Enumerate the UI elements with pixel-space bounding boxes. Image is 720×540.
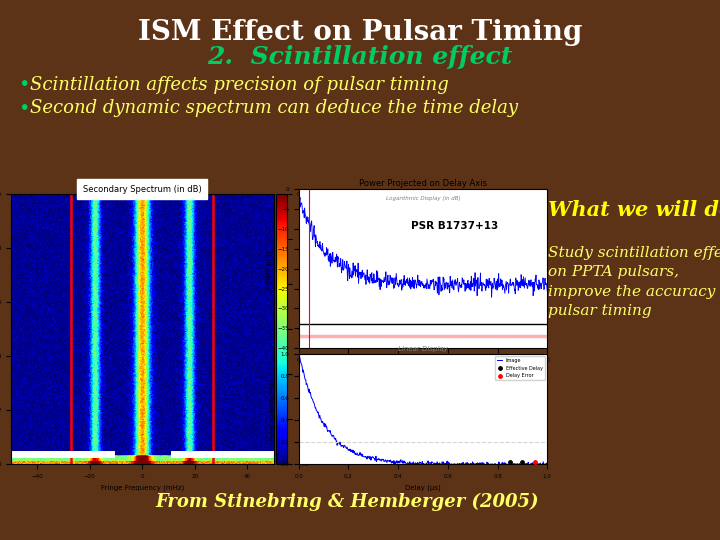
X-axis label: Delay (μs): Delay (μs) — [405, 369, 441, 375]
Image — [429, 460, 438, 467]
Image — [537, 461, 546, 468]
Image — [443, 461, 451, 468]
Line: Image: Image — [299, 354, 547, 464]
Text: •: • — [18, 76, 30, 94]
Image — [413, 461, 422, 467]
Text: From Stinebring & Hemberger (2005): From Stinebring & Hemberger (2005) — [155, 493, 539, 511]
Image — [294, 350, 303, 357]
Image — [543, 460, 552, 467]
Text: ISM Effect on Pulsar Timing: ISM Effect on Pulsar Timing — [138, 18, 582, 45]
Effective Delay — [504, 458, 516, 467]
Effective Delay — [517, 458, 528, 467]
X-axis label: Fringe Frequency (mHz): Fringe Frequency (mHz) — [101, 485, 184, 491]
Y-axis label: Power (dB): Power (dB) — [266, 249, 272, 288]
Y-axis label: Power scaled by Pmax: Power scaled by Pmax — [270, 378, 275, 440]
Image — [415, 461, 423, 467]
Text: Study scintillation effect
on PPTA pulsars,
improve the accuracy of
pulsar timin: Study scintillation effect on PPTA pulsa… — [548, 246, 720, 318]
Title: Secondary Spectrum (in dB): Secondary Spectrum (in dB) — [83, 185, 202, 194]
Delay Error — [529, 458, 541, 467]
Text: What we will do:: What we will do: — [548, 200, 720, 220]
Text: 2.  Scintillation effect: 2. Scintillation effect — [207, 45, 513, 69]
Text: Logarithmic Display (in dB): Logarithmic Display (in dB) — [386, 196, 460, 201]
Title: Power Projected on Delay Axis: Power Projected on Delay Axis — [359, 179, 487, 188]
Text: PSR B1737+13: PSR B1737+13 — [410, 221, 498, 231]
Title: Linear Display: Linear Display — [398, 346, 448, 352]
Image — [407, 461, 415, 468]
Text: •: • — [18, 98, 30, 118]
Image — [498, 461, 507, 468]
Legend: Image, Effective Delay, Delay Error: Image, Effective Delay, Delay Error — [495, 356, 545, 380]
Y-axis label: dB: dB — [314, 325, 320, 334]
X-axis label: Delay (μs): Delay (μs) — [405, 485, 441, 491]
Text: Second dynamic spectrum can deduce the time delay: Second dynamic spectrum can deduce the t… — [30, 99, 518, 117]
Text: Scintillation affects precision of pulsar timing: Scintillation affects precision of pulsa… — [30, 76, 449, 94]
